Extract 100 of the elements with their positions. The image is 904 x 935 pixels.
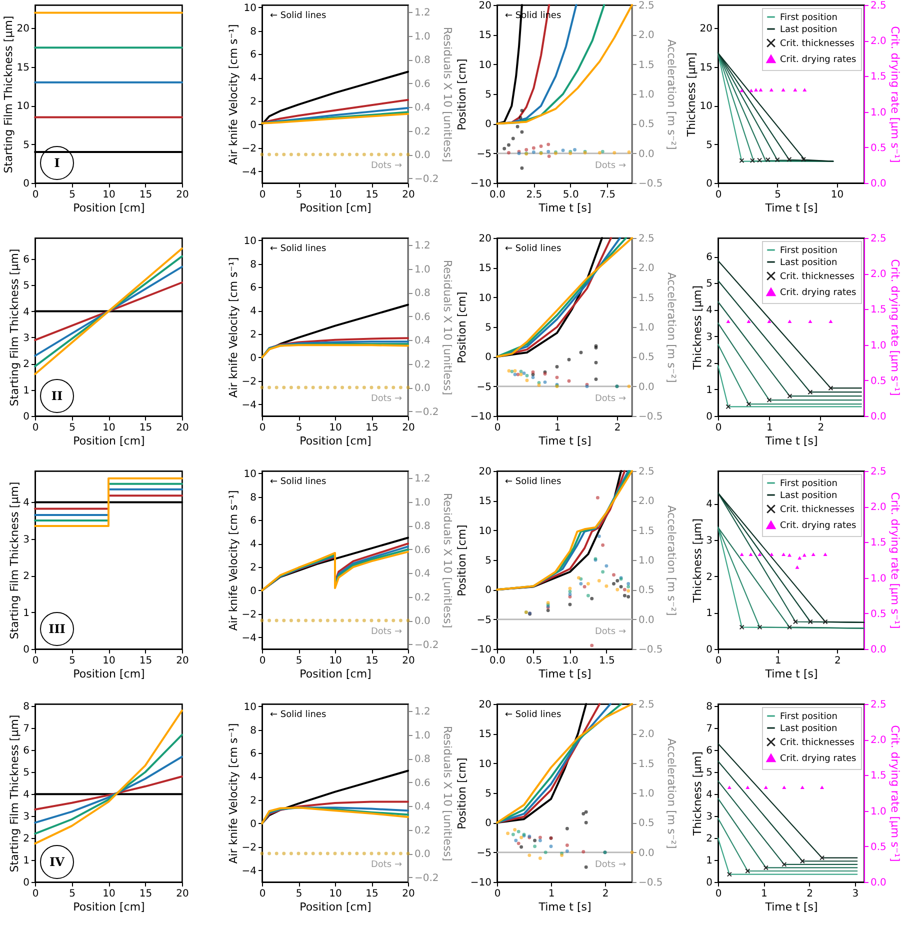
- x-axis-title: Time t [s]: [764, 668, 818, 680]
- y-tick-label: 1: [706, 384, 712, 396]
- y2-tick-label: 0.4: [414, 802, 430, 813]
- y-tick-label: 15: [700, 62, 712, 74]
- y2-tick-label: 0.8: [414, 55, 430, 66]
- point: [594, 377, 598, 381]
- y-tick-label: 2: [23, 359, 30, 370]
- point: [522, 372, 526, 376]
- y-tick-label: 0: [485, 585, 492, 596]
- y-tick-label: 5: [23, 140, 30, 151]
- x-tick-label: 20: [176, 190, 189, 200]
- y-tick-label: 1: [23, 856, 30, 867]
- point: [525, 374, 529, 378]
- point: [520, 836, 524, 840]
- y-tick-label: −4: [242, 400, 256, 411]
- y-tick-label: 2: [706, 834, 712, 845]
- x-tick-label: 0: [32, 888, 39, 900]
- point: [782, 552, 786, 556]
- y-tick-label: 10: [478, 526, 492, 537]
- annotation: Dots →: [594, 627, 626, 637]
- point: [507, 143, 510, 147]
- y2-tick-label: 2.0: [870, 502, 886, 514]
- x-tick-label: 0.0: [490, 656, 506, 666]
- y-axis-title: Starting Film Thickness [μm]: [2, 16, 15, 174]
- y2-tick-label: 1.0: [414, 497, 430, 508]
- x-tick-label: 0: [715, 422, 722, 434]
- y2-tick-label: 2.0: [638, 263, 654, 274]
- y2-tick-label: 2.5: [638, 234, 654, 244]
- point: [514, 838, 518, 842]
- y-tick-label: 3: [23, 534, 30, 546]
- y-tick-label: 4: [23, 790, 30, 801]
- point: [520, 108, 524, 112]
- point: [524, 148, 528, 152]
- x-tick-label: 0: [259, 422, 266, 434]
- annotation: ← Solid lines: [505, 710, 562, 720]
- point: [532, 150, 536, 154]
- y2-tick-label: 2.5: [870, 0, 886, 12]
- y2-tick-label: 1.2: [414, 240, 430, 252]
- y2-tick-label: 2.5: [638, 700, 654, 710]
- point: [577, 576, 580, 580]
- point: [516, 842, 520, 846]
- y-tick-label: 0: [485, 352, 492, 364]
- y-tick-label: 8: [250, 725, 256, 736]
- y2-tick-label: −0.5: [638, 878, 663, 888]
- y-tick-label: 0: [23, 178, 30, 190]
- point: [565, 843, 569, 847]
- point: [528, 854, 532, 858]
- y-tick-label: 2: [250, 562, 256, 574]
- y2-tick-label: 2.5: [638, 466, 654, 478]
- x-tick-label: 2: [834, 656, 841, 666]
- y2-axis-title: Crit. drying rate [μm s⁻¹]: [888, 26, 902, 163]
- y2-tick-label: 0.8: [414, 754, 430, 766]
- point: [582, 584, 586, 588]
- y-tick-label: 6: [250, 50, 256, 61]
- y2-tick-label: 0.5: [870, 142, 886, 154]
- point: [567, 358, 571, 362]
- point: [520, 166, 524, 170]
- y-tick-label: 20: [478, 466, 492, 478]
- y-tick-label: 3: [706, 332, 712, 343]
- y2-tick-label: 1.5: [870, 770, 886, 782]
- point: [612, 573, 616, 577]
- y-tick-label: 1: [23, 608, 30, 619]
- y-tick-label: 10: [244, 236, 256, 247]
- point: [823, 552, 828, 556]
- point: [798, 556, 802, 560]
- y2-tick-label: 2.0: [638, 496, 654, 508]
- x-tick-label: 0: [32, 656, 39, 666]
- y2-tick-label: 2.5: [870, 466, 886, 478]
- annotation: ← Solid lines: [270, 710, 326, 720]
- point: [622, 594, 626, 598]
- y-tick-label: 0: [23, 878, 30, 888]
- annotation: Dots →: [370, 161, 402, 171]
- point: [726, 872, 732, 877]
- line-series: [34, 734, 183, 835]
- x-axis-title: Time t [s]: [538, 900, 592, 914]
- y-tick-label: 8: [706, 702, 712, 713]
- y-tick-label: 3: [706, 812, 712, 823]
- x-tick-label: 1: [760, 888, 768, 900]
- point: [800, 858, 805, 864]
- y2-tick-label: 1.5: [870, 72, 886, 83]
- point: [531, 370, 535, 374]
- y-tick-label: 2: [250, 330, 256, 341]
- point: [532, 146, 536, 150]
- y-tick-label: 20: [478, 234, 492, 244]
- point: [594, 360, 598, 364]
- x-tick-label: 5: [296, 656, 302, 666]
- x-tick-label: 2: [602, 888, 609, 900]
- y-axis-title: Thickness [μm]: [691, 518, 704, 604]
- y-tick-label: 15: [478, 30, 492, 42]
- point: [600, 150, 604, 154]
- y-tick-label: 5: [485, 788, 492, 800]
- annotation: Dots →: [370, 394, 402, 404]
- x-tick-label: 20: [402, 656, 415, 666]
- annotation: ← Solid lines: [270, 244, 326, 254]
- point: [565, 826, 569, 830]
- y-tick-label: 0: [706, 878, 712, 888]
- legend-label: First position: [780, 712, 838, 722]
- y2-tick-label: 0.5: [638, 352, 654, 364]
- point: [573, 148, 577, 152]
- x-tick-label: 0.5: [526, 656, 542, 666]
